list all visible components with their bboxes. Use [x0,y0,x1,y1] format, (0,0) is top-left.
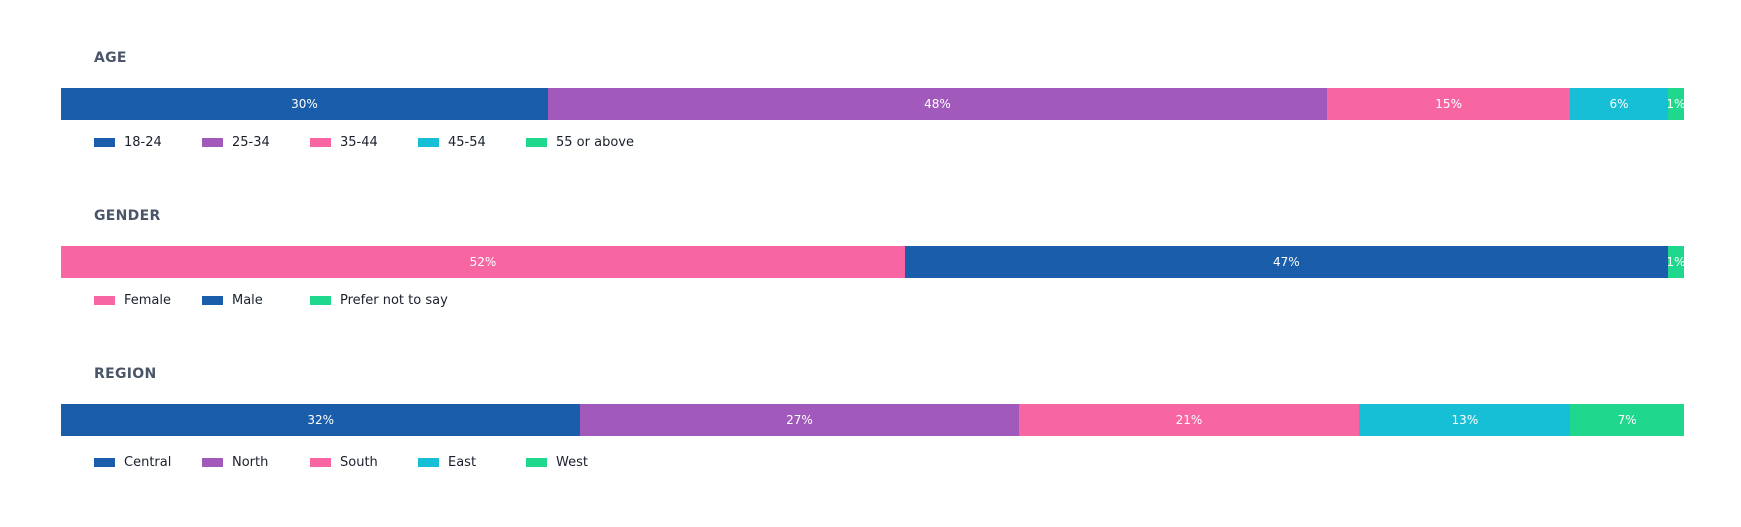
legend-item: Central [94,452,171,472]
data-label: 27% [786,413,813,427]
chart-title: GENDER [94,208,161,224]
bar-segment: 1% [1667,246,1684,278]
data-label: 52% [469,255,497,269]
legend-label: Prefer not to say [340,292,448,308]
bar-segment: 15% [1326,88,1571,120]
data-label: 6% [1609,97,1629,111]
legend-label: 35-44 [340,134,378,150]
legend-swatch [94,137,115,147]
legend-label: 25-34 [232,134,270,150]
data-label: 13% [1451,413,1479,427]
bar-segment: 52% [61,246,905,278]
bar-segment: 48% [547,88,1327,120]
bar-segment: 7% [1570,404,1684,436]
stacked-bar: 32% 27% 21% 13% 7% [61,404,1684,436]
legend-label: Central [124,454,172,470]
data-label: 30% [291,97,318,111]
legend-swatch [94,457,115,467]
legend-item: Prefer not to say [310,290,448,310]
data-label: 47% [1273,255,1300,269]
bar-segment: 47% [904,246,1668,278]
bar-segment: 1% [1667,88,1684,120]
legend-swatch [526,137,547,147]
data-label: 48% [924,97,951,111]
legend-label: East [448,454,477,470]
legend-item: 45-54 [418,132,486,152]
legend-label: 55 or above [556,134,634,150]
legend-item: 18-24 [94,132,162,152]
legend-swatch [202,457,223,467]
legend-swatch [202,295,223,305]
legend-item: 25-34 [202,132,270,152]
chart-section-gender: GENDER 52% 47% 1% Female Male Prefer not to sa… [0,198,1741,328]
chart-title: REGION [94,366,157,382]
stacked-bar: 30% 48% 15% 6% 1% [61,88,1684,120]
bar-segment: 21% [1018,404,1360,436]
data-label: 21% [1175,413,1203,427]
bar-segment: 27% [580,404,1019,436]
data-label: 1% [1667,97,1684,111]
chart-section-region: REGION 32% 27% 21% 13% 7% Central North South Eas… [0,356,1741,486]
chart-section-age: AGE 30% 48% 15% 6% 1% 18-24 25-34 35-44 45-54 55 o… [0,40,1741,170]
stacked-bar: 52% 47% 1% [61,246,1684,278]
legend-swatch [418,457,439,467]
data-label: 1% [1667,255,1684,269]
legend-item: 35-44 [310,132,378,152]
legend-item: South [310,452,378,472]
legend-label: 45-54 [448,134,486,150]
legend-swatch [310,295,331,305]
legend-item: 55 or above [526,132,634,152]
data-label: 7% [1617,413,1637,427]
legend-swatch [418,137,439,147]
legend-label: Female [124,292,172,308]
bar-segment: 30% [61,88,548,120]
legend-swatch [310,457,331,467]
legend-item: Female [94,290,171,310]
bar-segment: 6% [1570,88,1668,120]
legend-swatch [202,137,223,147]
legend-item: Male [202,290,263,310]
legend-swatch [310,137,331,147]
legend-item: North [202,452,268,472]
legend-label: 18-24 [124,134,162,150]
bar-segment: 13% [1359,404,1571,436]
legend-label: Male [232,292,263,308]
legend-label: South [340,454,378,470]
legend-item: West [526,452,588,472]
legend-swatch [94,295,115,305]
legend-item: East [418,452,476,472]
bar-segment: 32% [61,404,581,436]
legend-label: North [232,454,269,470]
data-label: 15% [1435,97,1462,111]
legend-label: West [556,454,588,470]
chart-title: AGE [94,50,127,66]
data-label: 32% [307,413,335,427]
legend-swatch [526,457,547,467]
